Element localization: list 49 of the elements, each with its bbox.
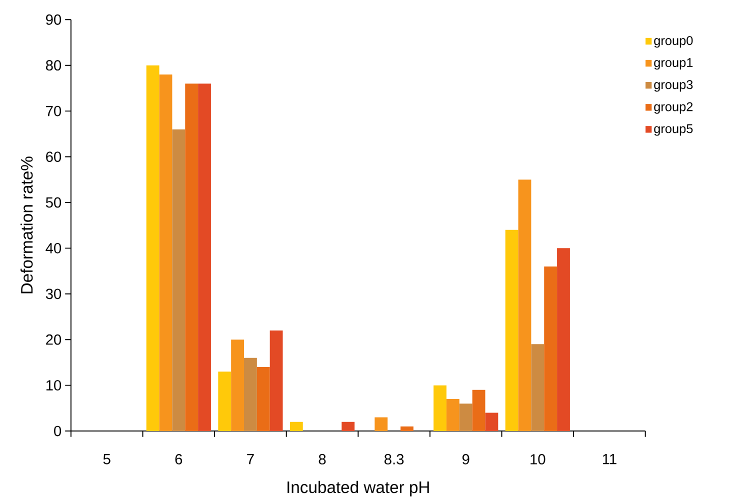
x-axis-title: Incubated water pH xyxy=(288,481,429,497)
legend-label: group2 xyxy=(654,102,693,114)
y-tick-label: 10 xyxy=(46,380,62,391)
bar xyxy=(472,390,486,432)
bar xyxy=(290,422,303,432)
bar xyxy=(198,84,211,432)
x-tick-label: 6 xyxy=(175,454,182,465)
bar xyxy=(557,248,570,432)
bar xyxy=(544,266,558,432)
bar xyxy=(172,129,186,432)
y-tick-label: 80 xyxy=(46,60,62,71)
y-tick-label: 70 xyxy=(46,106,62,116)
legend-label: group0 xyxy=(654,36,693,48)
x-tick-label: 8.3 xyxy=(384,454,404,465)
bar xyxy=(400,426,414,432)
y-tick-label: 0 xyxy=(54,426,62,436)
bar xyxy=(446,399,460,432)
x-tick-label: 8 xyxy=(318,454,326,465)
y-tick-label: 60 xyxy=(46,152,62,162)
legend-label: group1 xyxy=(654,58,693,70)
x-tick-label: 11 xyxy=(602,454,616,464)
x-tick-label: 7 xyxy=(247,454,254,464)
bar xyxy=(146,65,160,432)
y-tick-label: 20 xyxy=(46,334,62,345)
y-tick-label: 40 xyxy=(46,243,62,254)
bar xyxy=(518,180,532,432)
x-tick-label: 9 xyxy=(462,454,470,465)
bar xyxy=(244,358,257,432)
legend-label: group5 xyxy=(654,124,693,136)
bar xyxy=(231,340,244,432)
bar xyxy=(374,417,388,432)
bar xyxy=(185,84,198,432)
bar xyxy=(256,367,270,432)
bar xyxy=(159,74,172,432)
y-axis-title: Deformation rate% xyxy=(20,156,33,294)
y-tick-label: 90 xyxy=(46,14,62,25)
legend-label: group3 xyxy=(654,80,693,92)
y-tick-label: 30 xyxy=(46,288,62,300)
bar xyxy=(434,385,446,432)
bar xyxy=(485,412,498,432)
x-tick-label: 5 xyxy=(103,454,110,464)
bar xyxy=(270,330,283,432)
bar xyxy=(505,230,518,432)
bar xyxy=(342,422,355,432)
x-tick-label: 10 xyxy=(530,454,546,465)
bar xyxy=(218,372,232,432)
bar xyxy=(459,404,472,432)
y-tick-label: 50 xyxy=(46,197,62,208)
bar xyxy=(531,344,544,432)
